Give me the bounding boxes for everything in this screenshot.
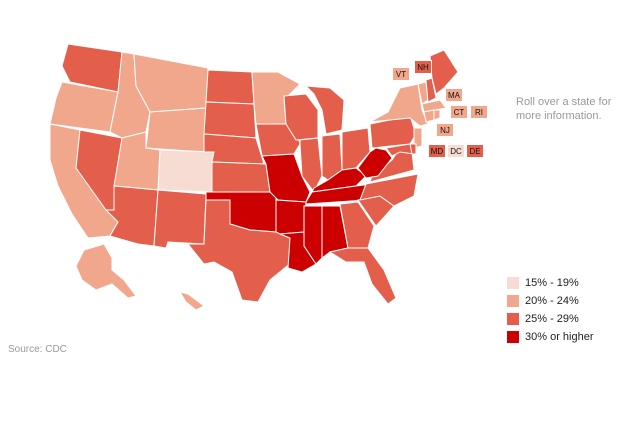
- small-state-box[interactable]: MA: [445, 88, 463, 102]
- state-ak[interactable]: [75, 243, 137, 299]
- state-az[interactable]: [104, 185, 159, 247]
- state-wy[interactable]: [145, 107, 207, 153]
- state-or[interactable]: [49, 81, 119, 133]
- rollover-hint: Roll over a state for more information.: [516, 96, 612, 122]
- state-oh[interactable]: [341, 127, 371, 171]
- legend-label: 15% - 19%: [525, 276, 579, 289]
- state-ma[interactable]: [421, 99, 447, 113]
- state-ct[interactable]: [423, 109, 435, 123]
- small-state-box[interactable]: DC: [447, 144, 465, 158]
- state-mt[interactable]: [133, 53, 209, 113]
- small-state-box[interactable]: MD: [428, 144, 446, 158]
- legend-swatch: [507, 312, 519, 325]
- source-note: Source: CDC: [8, 344, 67, 355]
- state-de[interactable]: [409, 143, 417, 155]
- legend-swatch: [507, 330, 519, 343]
- legend-item: 30% or higher: [507, 328, 594, 345]
- state-hi[interactable]: [178, 291, 205, 311]
- state-wa[interactable]: [61, 43, 123, 93]
- state-ks[interactable]: [211, 161, 271, 193]
- small-state-box[interactable]: VT: [392, 67, 410, 81]
- state-nm[interactable]: [153, 189, 207, 249]
- us-states-map: [49, 43, 459, 311]
- legend-label: 30% or higher: [525, 330, 594, 343]
- legend-swatch: [507, 294, 519, 307]
- small-state-box[interactable]: DE: [466, 144, 484, 158]
- state-mi[interactable]: [304, 85, 345, 135]
- legend-label: 20% - 24%: [525, 294, 579, 307]
- small-state-box[interactable]: RI: [470, 105, 488, 119]
- small-state-box[interactable]: NH: [414, 60, 432, 74]
- state-sd[interactable]: [203, 101, 257, 139]
- state-fl[interactable]: [328, 247, 397, 305]
- state-nj[interactable]: [413, 127, 423, 149]
- state-ar[interactable]: [275, 199, 307, 235]
- legend-item: 20% - 24%: [507, 292, 594, 309]
- legend-item: 25% - 29%: [507, 310, 594, 327]
- legend: 15% - 19% 20% - 24% 25% - 29% 30% or hig…: [507, 274, 594, 346]
- state-nd[interactable]: [205, 69, 255, 105]
- state-nh[interactable]: [425, 77, 437, 103]
- state-wv[interactable]: [357, 147, 393, 179]
- state-tx[interactable]: [186, 199, 293, 303]
- state-me[interactable]: [429, 49, 459, 95]
- state-ga[interactable]: [339, 201, 375, 249]
- legend-swatch: [507, 276, 519, 289]
- small-state-box[interactable]: NJ: [436, 123, 454, 137]
- small-state-box[interactable]: CT: [450, 105, 468, 119]
- legend-item: 15% - 19%: [507, 274, 594, 291]
- state-md[interactable]: [385, 143, 415, 157]
- state-nc[interactable]: [359, 173, 419, 207]
- state-ri[interactable]: [433, 109, 441, 121]
- state-ms[interactable]: [303, 205, 323, 265]
- state-ny[interactable]: [369, 83, 429, 127]
- state-ne[interactable]: [203, 133, 265, 165]
- legend-label: 25% - 29%: [525, 312, 579, 325]
- state-co[interactable]: [157, 149, 215, 193]
